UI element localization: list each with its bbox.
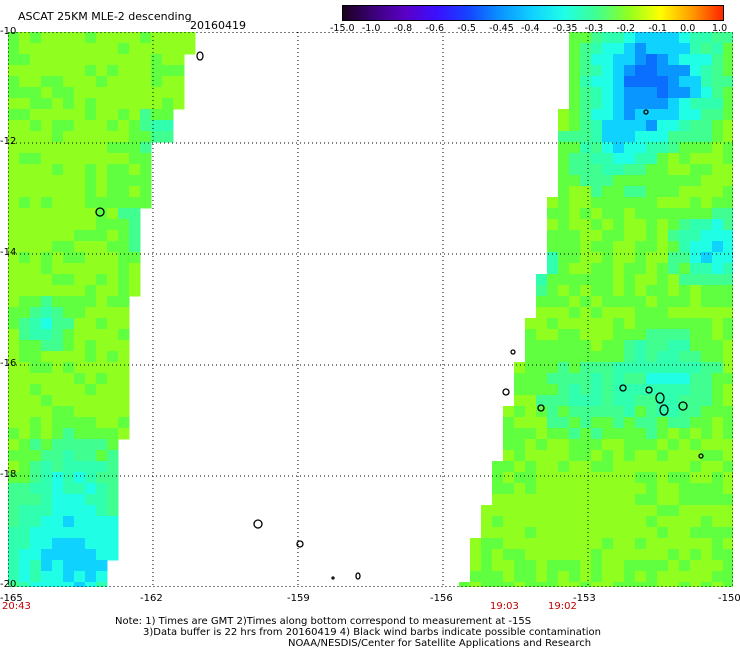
colorbar-label: -0.4 (521, 23, 540, 34)
colorbar-label: -0.45 (489, 23, 514, 34)
time-label-left: 20:43 (2, 601, 31, 612)
lon-label-162: -162 (140, 593, 163, 604)
lat-label-12: -12 (0, 136, 17, 147)
lat-label-20: -20 (0, 579, 17, 590)
colorbar-label: 1.0 (712, 23, 728, 34)
colorbar-label: -0.8 (393, 23, 413, 34)
lon-label-153: -153 (573, 593, 596, 604)
lon-label-150: -150 (718, 593, 740, 604)
map-grid (8, 32, 733, 587)
swath-left (8, 32, 196, 587)
colorbar-label: 0.0 (680, 23, 696, 34)
wind-map (8, 32, 733, 587)
island-outlines (95, 51, 704, 580)
time-label-right: 19:02 (548, 601, 577, 612)
product-date: 20160419 (190, 19, 246, 32)
colorbar (342, 5, 724, 21)
time-label-mid: 19:03 (490, 601, 519, 612)
colorbar-label: -0.3 (584, 23, 604, 34)
lat-label-10: -10 (0, 26, 17, 37)
colorbar-label: -0.2 (616, 23, 636, 34)
colorbar-label: -0.5 (457, 23, 476, 34)
note-line-1: Note: 1) Times are GMT 2)Times along bot… (115, 616, 532, 627)
lat-label-16: -16 (0, 358, 17, 369)
lon-label-156: -156 (430, 593, 453, 604)
colorbar-label: -0.1 (648, 23, 667, 34)
lon-label-159: -159 (287, 593, 310, 604)
colorbar-label: -1.0 (361, 23, 381, 34)
lat-label-18: -18 (0, 469, 17, 480)
swath-right (459, 32, 733, 587)
product-title: ASCAT 25KM MLE-2 descending (18, 10, 192, 23)
note-line-3: NOAA/NESDIS/Center for Satellite Applica… (288, 638, 592, 649)
colorbar-gradient (342, 5, 724, 21)
lon-label-165: -165 (0, 593, 23, 604)
colorbar-label: -0.6 (425, 23, 445, 34)
colorbar-label: -15.0 (330, 23, 355, 34)
colorbar-label: -0.35 (552, 23, 578, 34)
lat-label-14: -14 (0, 247, 17, 258)
note-line-2: 3)Data buffer is 22 hrs from 20160419 4)… (143, 627, 601, 638)
